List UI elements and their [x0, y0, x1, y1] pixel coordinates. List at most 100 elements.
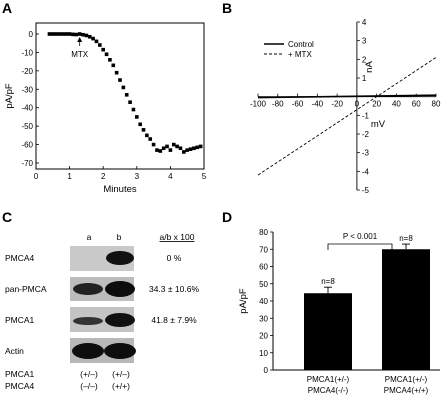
- y-tick-label: -20: [21, 67, 33, 76]
- genotype-pmca1-lane-b: (+/–): [112, 369, 130, 379]
- panel-b-letter: B: [222, 0, 232, 16]
- data-point: [47, 32, 52, 36]
- blot-strip-pmca4: [70, 246, 134, 271]
- x-tick-label: 60: [412, 100, 421, 109]
- data-point: [101, 47, 105, 52]
- ratio-pmca4: 0 %: [167, 253, 182, 263]
- category-label: PMCA1(+/-): [307, 375, 350, 384]
- data-point: [98, 43, 102, 47]
- panel-b-x-ticks: -100 -80 -60 -40 -20 0 20 40 60 80: [250, 93, 441, 109]
- blot-strip-pan-pmca: [70, 277, 135, 301]
- y-tick-label: -3: [362, 149, 370, 158]
- blot-label-pan-pmca: pan-PMCA: [5, 284, 47, 294]
- x-tick-label: 0: [34, 172, 39, 181]
- panel-a-y-axis-label: pA/pF: [4, 83, 15, 109]
- data-point: [84, 33, 89, 38]
- panel-d-letter: D: [222, 209, 232, 225]
- data-point: [94, 39, 99, 44]
- y-tick-label: -5: [362, 186, 370, 195]
- significance-bracket: [327, 243, 393, 250]
- y-tick-label: -4: [362, 167, 370, 176]
- panel-b-y-axis-label: nA: [364, 61, 375, 73]
- bar: [304, 293, 352, 370]
- y-tick-label: 0: [264, 366, 269, 375]
- data-point: [61, 32, 65, 36]
- y-tick-label: 1: [362, 74, 367, 83]
- x-tick-label: 80: [432, 100, 441, 109]
- y-tick-label: -70: [21, 159, 33, 168]
- y-tick-label: -1: [362, 111, 370, 120]
- panel-c-letter: C: [2, 209, 12, 225]
- x-tick-label: 40: [392, 100, 401, 109]
- blot-strip-actin: [70, 338, 136, 363]
- y-tick-label: 70: [259, 245, 268, 254]
- panel-b-legend: Control + MTX: [264, 40, 314, 59]
- panel-b-series-lines: [257, 57, 437, 176]
- genotype-gene-pmca1: PMCA1: [5, 369, 35, 379]
- legend-mtx-label: + MTX: [288, 50, 312, 59]
- data-point: [74, 32, 79, 37]
- panel-a-frame: [35, 22, 205, 170]
- panel-b-axes: [258, 22, 436, 190]
- control-line: [257, 94, 437, 99]
- genotype-pmca4-lane-b: (+/+): [112, 381, 130, 391]
- data-point: [135, 115, 139, 119]
- panel-c: C a b a/b x 100 PMCA4 pan-PMCA PMCA1 Act…: [2, 209, 199, 391]
- data-point: [91, 36, 95, 41]
- legend-control-label: Control: [288, 40, 314, 49]
- y-tick-label: 0: [29, 30, 34, 39]
- data-point: [87, 34, 92, 39]
- category-label: PMCA1(+/-): [385, 375, 428, 384]
- y-tick-label: -60: [21, 141, 33, 150]
- data-point: [111, 63, 116, 68]
- y-tick-label: -50: [21, 122, 33, 131]
- data-point: [198, 144, 203, 149]
- ratio-pmca1: 41.8 ± 7.9%: [151, 315, 197, 325]
- bar: [382, 249, 430, 370]
- data-point: [121, 85, 126, 90]
- panel-a-x-ticks: 0 1 2 3 4 5: [34, 166, 207, 181]
- band-lane-b: [105, 281, 135, 297]
- data-point: [168, 148, 173, 152]
- data-point: [195, 145, 200, 150]
- category-label: PMCA4(+/+): [384, 386, 429, 395]
- data-point: [188, 147, 193, 151]
- y-tick-label: 40: [259, 297, 268, 306]
- panel-b-x-axis-label: mV: [371, 119, 386, 130]
- y-tick-label: 2: [362, 55, 367, 64]
- data-point: [161, 146, 166, 151]
- data-point: [51, 32, 55, 36]
- y-tick-label: 30: [259, 314, 268, 323]
- data-point: [148, 137, 153, 141]
- data-point: [138, 122, 142, 127]
- x-tick-label: 1: [67, 172, 72, 181]
- panel-b: B -100 -80 -60 -40 -20 0 20 40 60 80 4 3 2 1 -1 -2 -3 -4…: [222, 0, 441, 195]
- x-tick-label: 3: [135, 172, 140, 181]
- y-tick-label: -2: [362, 130, 370, 139]
- genotype-gene-pmca4: PMCA4: [5, 381, 35, 391]
- mtx-arrow-head: [77, 37, 83, 42]
- data-point: [171, 142, 176, 147]
- y-tick-label: 3: [362, 37, 367, 46]
- data-point: [81, 32, 85, 37]
- x-tick-label: -40: [312, 100, 324, 109]
- blot-label-pmca1: PMCA1: [5, 315, 35, 325]
- x-tick-label: 0: [355, 100, 360, 109]
- band-lane-a: [73, 283, 103, 295]
- data-point: [64, 32, 69, 36]
- data-point: [124, 93, 129, 97]
- data-point: [114, 70, 119, 75]
- data-point: [182, 150, 186, 154]
- y-tick-label: -10: [21, 48, 33, 57]
- blot-label-pmca4: PMCA4: [5, 253, 35, 263]
- data-point: [175, 144, 179, 149]
- ratio-header: a/b x 100: [160, 232, 195, 242]
- y-tick-label: 60: [259, 263, 268, 272]
- y-tick-label: -40: [21, 104, 33, 113]
- data-point: [165, 144, 169, 149]
- panel-d-bars: n=8 PMCA1(+/-) PMCA4(-/-) n=8 PMCA1(+/-) PMCA…: [304, 234, 430, 395]
- panel-b-y-ticks: 4 3 2 1 -1 -2 -3 -4 -5: [356, 18, 370, 195]
- x-tick-label: 20: [372, 100, 381, 109]
